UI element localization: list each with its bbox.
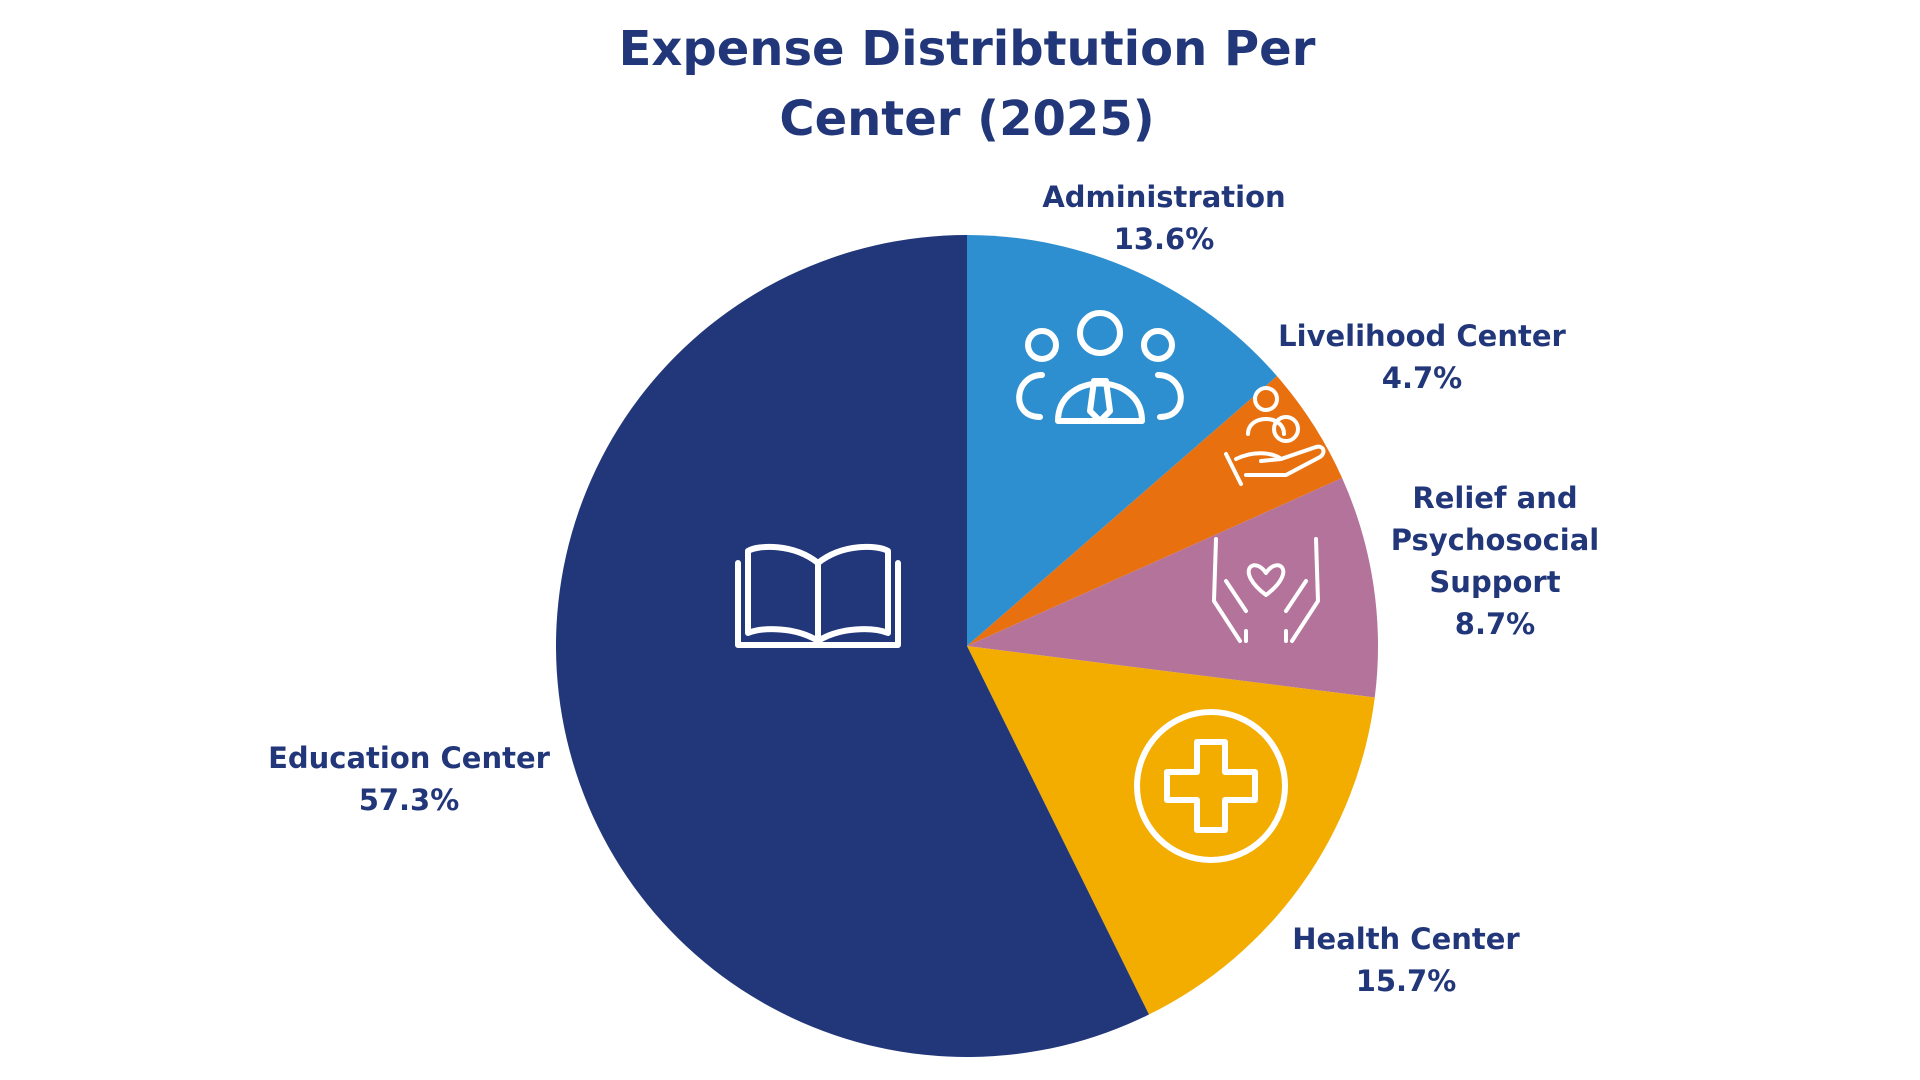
category-label: Education Center bbox=[268, 741, 550, 775]
pie-slice bbox=[967, 376, 1343, 646]
health-icon bbox=[1134, 709, 1288, 863]
pie-slice bbox=[967, 478, 1378, 698]
category-label: Administration bbox=[1042, 180, 1286, 214]
slice-label: Administration 13.6% bbox=[964, 176, 1364, 260]
value-label: 15.7% bbox=[1355, 964, 1457, 998]
category-label: Health Center bbox=[1292, 922, 1520, 956]
category-label: Relief and Psychosocial Support bbox=[1390, 481, 1600, 599]
category-label: Livelihood Center bbox=[1278, 319, 1566, 353]
value-label: 57.3% bbox=[358, 783, 460, 817]
relief-icon bbox=[1212, 537, 1320, 643]
slice-label: Health Center 15.7% bbox=[1206, 918, 1606, 1002]
icons bbox=[735, 310, 1326, 863]
value-label: 4.7% bbox=[1381, 361, 1463, 395]
slice-label: Education Center 57.3% bbox=[209, 737, 609, 821]
value-label: 13.6% bbox=[1113, 222, 1215, 256]
livelihood-icon bbox=[1224, 386, 1326, 486]
slice-label: Livelihood Center 4.7% bbox=[1222, 315, 1622, 399]
slice-label: Relief and Psychosocial Support 8.7% bbox=[1375, 477, 1615, 645]
chart-title: Expense Distribtution Per Center (2025) bbox=[618, 21, 1316, 147]
education-icon bbox=[735, 543, 901, 648]
pie-slice bbox=[967, 235, 1277, 646]
value-label: 8.7% bbox=[1454, 607, 1536, 641]
admin-icon bbox=[1016, 310, 1184, 424]
pie-slice bbox=[967, 646, 1375, 1015]
